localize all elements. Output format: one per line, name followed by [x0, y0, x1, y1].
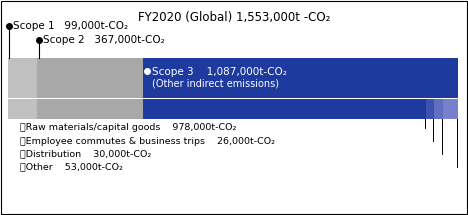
Bar	[37, 58, 143, 98]
Bar	[434, 99, 443, 119]
Bar	[37, 99, 143, 119]
Bar	[143, 58, 458, 98]
Bar	[426, 99, 434, 119]
Text: Scope 1   99,000t-CO₂: Scope 1 99,000t-CO₂	[13, 21, 128, 31]
Text: (Other indirect emissions): (Other indirect emissions)	[152, 79, 279, 89]
Text: Scope 3    1,087,000t-CO₂: Scope 3 1,087,000t-CO₂	[152, 67, 287, 77]
Bar	[443, 99, 458, 119]
Text: ・Other    53,000t-CO₂: ・Other 53,000t-CO₂	[20, 163, 123, 172]
Text: Scope 2   367,000t-CO₂: Scope 2 367,000t-CO₂	[43, 35, 164, 45]
Bar	[8, 58, 37, 98]
Bar	[143, 99, 426, 119]
Text: ・Employee commutes & business trips    26,000t-CO₂: ・Employee commutes & business trips 26,0…	[20, 137, 275, 146]
Bar	[8, 99, 37, 119]
Text: ・Distribution    30,000t-CO₂: ・Distribution 30,000t-CO₂	[20, 149, 151, 158]
Text: ・Raw materials/capital goods    978,000t-CO₂: ・Raw materials/capital goods 978,000t-CO…	[20, 123, 236, 132]
Text: FY2020 (Global) 1,553,000t -CO₂: FY2020 (Global) 1,553,000t -CO₂	[138, 11, 330, 24]
